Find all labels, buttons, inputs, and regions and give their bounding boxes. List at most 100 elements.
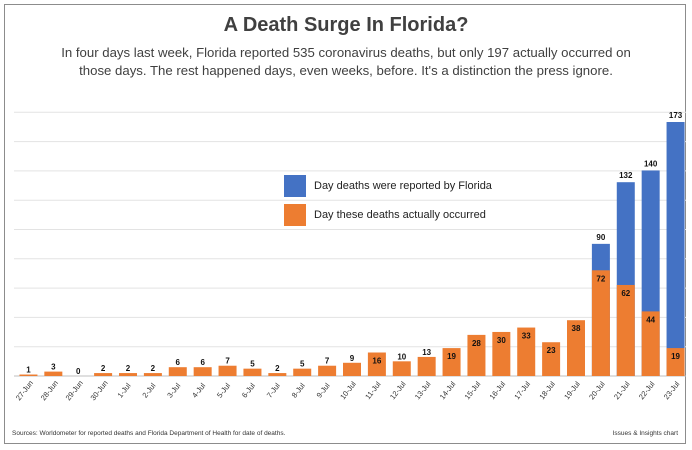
bar-occurred-19-Jul xyxy=(567,320,585,376)
bar-occurred-7-Jul xyxy=(268,373,287,376)
x-tick-label-7-Jul: 7-Jul xyxy=(265,381,282,400)
bar-occurred-23-Jul xyxy=(666,348,685,376)
label-reported-20-Jul: 90 xyxy=(596,233,605,242)
x-tick-label-16-Jul: 16-Jul xyxy=(488,379,508,401)
label-occurred-18-Jul: 23 xyxy=(547,346,556,355)
x-tick-label-23-Jul: 23-Jul xyxy=(662,379,682,401)
bar-occurred-9-Jul xyxy=(318,365,337,376)
credit-note: Issues & Insights chart xyxy=(612,430,678,437)
x-tick-label-20-Jul: 20-Jul xyxy=(587,379,607,401)
label-occurred-1-Jul: 2 xyxy=(126,364,131,373)
bar-occurred-28-Jun xyxy=(44,371,63,376)
x-tick-label-28-Jun: 28-Jun xyxy=(39,379,60,403)
legend-item-occurred: Day these deaths actually occurred xyxy=(284,204,486,226)
label-occurred-5-Jul: 7 xyxy=(225,357,230,366)
label-reported-22-Jul: 140 xyxy=(644,159,658,168)
label-occurred-4-Jul: 6 xyxy=(200,358,205,367)
bar-occurred-14-Jul xyxy=(442,348,461,376)
x-tick-label-8-Jul: 8-Jul xyxy=(290,381,307,400)
bar-occurred-6-Jul xyxy=(243,368,262,376)
bar-occurred-22-Jul xyxy=(641,311,660,376)
x-tick-label-2-Jul: 2-Jul xyxy=(140,381,157,400)
x-tick-label-15-Jul: 15-Jul xyxy=(463,379,483,401)
chart-title: A Death Surge In Florida? xyxy=(223,14,469,36)
label-occurred-21-Jul: 62 xyxy=(621,289,630,298)
label-occurred-27-Jun: 1 xyxy=(26,366,31,375)
x-tick-label-9-Jul: 9-Jul xyxy=(315,381,332,400)
bar-occurred-18-Jul xyxy=(542,342,561,376)
label-reported-23-Jul: 173 xyxy=(669,111,683,120)
label-occurred-19-Jul: 38 xyxy=(572,324,581,333)
label-occurred-8-Jul: 5 xyxy=(300,360,305,369)
label-occurred-28-Jun: 3 xyxy=(51,363,56,372)
x-tick-label-19-Jul: 19-Jul xyxy=(562,379,582,401)
bar-occurred-13-Jul xyxy=(417,356,436,376)
grid-lines xyxy=(14,111,686,377)
bar-occurred-5-Jul xyxy=(218,365,237,376)
chart-subtitle: In four days last week, Florida reported… xyxy=(61,45,631,78)
bar-occurred-2-Jul xyxy=(143,373,162,376)
label-occurred-20-Jul: 72 xyxy=(596,274,605,283)
bar-occurred-3-Jul xyxy=(168,367,187,376)
bar-occurred-30-Jun xyxy=(94,373,113,376)
x-tick-label-17-Jul: 17-Jul xyxy=(512,379,532,401)
label-occurred-23-Jul: 19 xyxy=(671,352,680,361)
x-tick-label-22-Jul: 22-Jul xyxy=(637,379,657,401)
label-occurred-11-Jul: 16 xyxy=(372,357,381,366)
bar-occurred-15-Jul xyxy=(467,334,486,376)
label-occurred-17-Jul: 33 xyxy=(522,332,531,341)
x-tick-label-14-Jul: 14-Jul xyxy=(438,379,458,401)
bar-occurred-4-Jul xyxy=(193,367,212,376)
x-tick-label-12-Jul: 12-Jul xyxy=(388,379,408,401)
label-occurred-16-Jul: 30 xyxy=(497,336,506,345)
label-reported-21-Jul: 132 xyxy=(619,171,633,180)
bar-occurred-27-Jun xyxy=(19,374,38,376)
x-tick-labels: 27-Jun 28-Jun 29-Jun 30-Jun 1-Jul 2-Jul 3-Jul 4… xyxy=(14,379,682,403)
label-occurred-6-Jul: 5 xyxy=(250,360,255,369)
x-tick-label-27-Jun: 27-Jun xyxy=(14,379,35,403)
bar-occurred-21-Jul xyxy=(616,284,635,376)
bar-occurred-16-Jul xyxy=(492,331,511,376)
bar-occurred-8-Jul xyxy=(293,368,312,376)
bar-occurred-17-Jul xyxy=(517,327,536,376)
x-tick-label-10-Jul: 10-Jul xyxy=(338,379,358,401)
label-occurred-10-Jul: 9 xyxy=(350,354,355,363)
x-tick-label-6-Jul: 6-Jul xyxy=(240,381,257,400)
bar-occurred-1-Jul xyxy=(119,373,137,376)
bar-occurred-20-Jul xyxy=(591,270,610,376)
x-tick-label-29-Jun: 29-Jun xyxy=(64,379,85,403)
legend-swatch-occurred xyxy=(284,204,306,226)
label-occurred-22-Jul: 44 xyxy=(646,315,655,324)
x-tick-label-4-Jul: 4-Jul xyxy=(190,381,207,400)
x-tick-label-11-Jul: 11-Jul xyxy=(363,380,383,401)
legend-label-occurred: Day these deaths actually occurred xyxy=(314,209,486,221)
label-occurred-9-Jul: 7 xyxy=(325,357,330,366)
x-tick-label-3-Jul: 3-Jul xyxy=(165,381,182,400)
label-occurred-3-Jul: 6 xyxy=(176,358,181,367)
legend-item-reported: Day deaths were reported by Florida xyxy=(284,175,492,197)
label-occurred-2-Jul: 2 xyxy=(151,364,156,373)
x-tick-label-13-Jul: 13-Jul xyxy=(413,379,433,401)
x-tick-label-21-Jul: 21-Jul xyxy=(612,379,632,401)
bar-occurred-11-Jul xyxy=(367,352,386,376)
label-occurred-7-Jul: 2 xyxy=(275,364,280,373)
x-tick-label-18-Jul: 18-Jul xyxy=(537,379,557,401)
legend-swatch-reported xyxy=(284,175,306,197)
label-occurred-15-Jul: 28 xyxy=(472,339,481,348)
label-occurred-13-Jul: 13 xyxy=(422,348,431,357)
x-tick-label-5-Jul: 5-Jul xyxy=(215,381,232,400)
label-occurred-12-Jul: 10 xyxy=(397,352,406,361)
x-tick-label-30-Jun: 30-Jun xyxy=(89,379,110,403)
label-occurred-14-Jul: 19 xyxy=(447,352,456,361)
label-occurred-29-Jun: 0 xyxy=(76,367,81,376)
label-occurred-30-Jun: 2 xyxy=(101,364,106,373)
bar-reported-23-Jul xyxy=(666,122,685,376)
source-note: Sources: Worldometer for reported deaths… xyxy=(12,430,286,437)
bar-occurred-10-Jul xyxy=(343,362,361,376)
x-tick-label-1-Jul: 1-Jul xyxy=(115,381,132,400)
bars xyxy=(19,122,685,376)
legend-label-reported: Day deaths were reported by Florida xyxy=(314,180,492,192)
bar-occurred-12-Jul xyxy=(392,361,411,376)
